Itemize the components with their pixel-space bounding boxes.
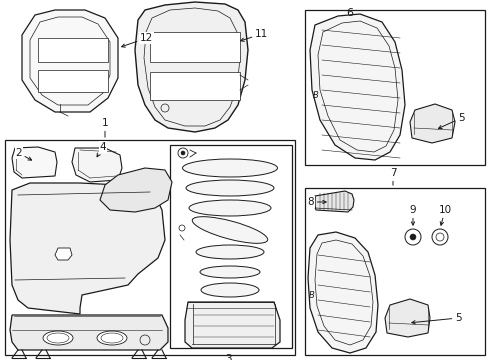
Ellipse shape <box>201 283 259 297</box>
Polygon shape <box>184 302 280 348</box>
Ellipse shape <box>192 217 267 243</box>
Text: 11: 11 <box>240 29 268 41</box>
Circle shape <box>431 229 447 245</box>
Circle shape <box>409 234 415 240</box>
Ellipse shape <box>43 331 73 345</box>
Bar <box>150 32 240 62</box>
Bar <box>38 38 108 62</box>
Polygon shape <box>55 248 72 260</box>
Text: 3: 3 <box>224 354 231 360</box>
Polygon shape <box>100 168 172 212</box>
Ellipse shape <box>97 331 127 345</box>
Bar <box>170 145 291 348</box>
Ellipse shape <box>200 266 260 278</box>
Polygon shape <box>384 299 429 337</box>
Text: 6: 6 <box>346 8 353 18</box>
Bar <box>38 70 108 92</box>
Ellipse shape <box>189 200 270 216</box>
Ellipse shape <box>182 159 277 177</box>
Text: B: B <box>308 291 314 300</box>
Ellipse shape <box>185 180 273 196</box>
Text: 5: 5 <box>411 313 461 324</box>
Text: 1: 1 <box>102 118 108 137</box>
Bar <box>5 140 294 355</box>
Polygon shape <box>409 104 454 143</box>
Polygon shape <box>22 10 118 112</box>
Text: 8: 8 <box>307 197 325 207</box>
Circle shape <box>181 151 184 155</box>
Polygon shape <box>307 232 377 353</box>
Bar <box>305 188 484 355</box>
Circle shape <box>435 233 443 241</box>
Polygon shape <box>12 147 57 178</box>
Text: 7: 7 <box>389 168 395 185</box>
Text: 5: 5 <box>438 113 464 129</box>
Text: 10: 10 <box>438 205 450 225</box>
Polygon shape <box>10 315 168 350</box>
Polygon shape <box>313 191 353 212</box>
Bar <box>150 72 240 100</box>
Text: B: B <box>312 90 318 99</box>
Ellipse shape <box>196 245 264 259</box>
Text: 12: 12 <box>122 33 153 47</box>
Polygon shape <box>135 2 247 132</box>
Circle shape <box>404 229 420 245</box>
Text: 4: 4 <box>97 142 106 157</box>
Text: 9: 9 <box>409 205 415 225</box>
Polygon shape <box>10 183 164 314</box>
Text: 2: 2 <box>15 148 32 160</box>
Bar <box>305 10 484 165</box>
Polygon shape <box>309 14 404 160</box>
Polygon shape <box>72 148 122 182</box>
